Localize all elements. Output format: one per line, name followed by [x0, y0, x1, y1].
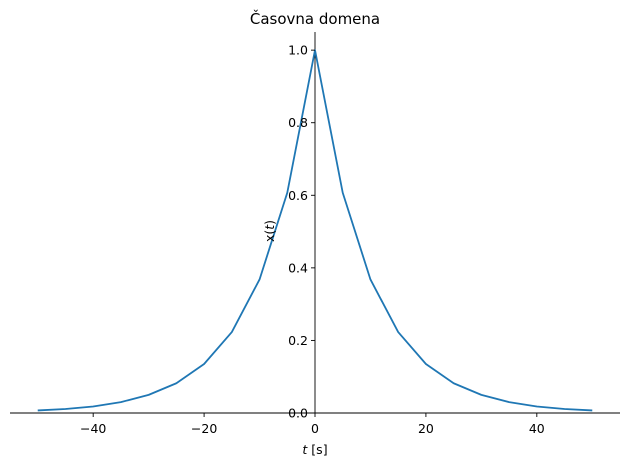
y-tick-label: 0.0	[288, 406, 308, 421]
axes	[10, 32, 620, 414]
y-tick-label: 0.2	[288, 333, 308, 348]
x-tick-label: 40	[529, 421, 545, 436]
y-axis-label: x(t)	[262, 220, 277, 242]
y-tick-label: 0.4	[288, 260, 308, 275]
x-tick-label: 0	[311, 421, 319, 436]
ticks: −40 −20 0 20 40 0.0 0.2 0.4 0.6 0.8 1.0	[80, 43, 545, 436]
x-axis-label: t [s]	[302, 442, 327, 457]
x-tick-label: 20	[418, 421, 434, 436]
y-tick-label: 0.8	[288, 115, 308, 130]
chart-title: Časovna domena	[250, 9, 380, 28]
x-tick-label: −40	[80, 421, 106, 436]
y-tick-label: 0.6	[288, 188, 308, 203]
x-tick-label: −20	[191, 421, 217, 436]
y-tick-label: 1.0	[288, 43, 308, 58]
